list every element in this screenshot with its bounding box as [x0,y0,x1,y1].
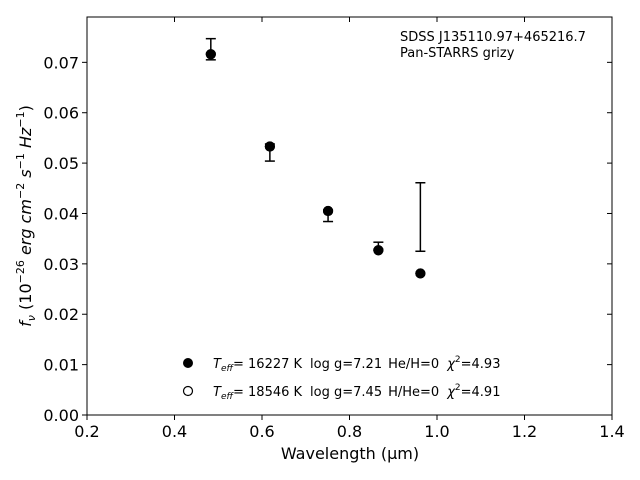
annotation-line-1: SDSS J135110.97+465216.7 [400,30,586,45]
y-tick-label: 0.07 [43,53,79,72]
model-point-open [322,205,334,217]
y-tick-label: 0.02 [43,305,79,324]
model-point-open [373,245,384,256]
y-tick-label: 0.06 [43,104,79,123]
x-tick-label: 0.2 [74,422,99,441]
legend-marker-filled [183,358,193,368]
y-axis-title: fν (10−26 erg cm−2 s−1 Hz−1) [14,105,38,327]
legend-marker-open [182,385,194,397]
x-tick-label: 1.2 [512,422,537,441]
y-tick-label: 0.04 [43,204,79,223]
x-tick-label: 1.0 [424,422,449,441]
model-markers [205,49,426,279]
y-tick-label: 0.03 [43,255,79,274]
model-point-open [264,141,275,152]
y-tick-label: 0.05 [43,154,79,173]
y-tick-label: 0.00 [43,406,79,425]
y-tick-label: 0.01 [43,356,79,375]
x-axis-ticks: 0.2 0.4 0.6 0.8 1.0 1.2 1.4 [74,17,625,441]
y-axis-ticks: 0.00 0.01 0.02 0.03 0.04 0.05 0.06 0.07 [43,53,612,425]
x-tick-label: 1.4 [599,422,624,441]
model-point-open [205,49,216,60]
annotation-line-2: Pan-STARRS grizy [400,46,515,61]
x-tick-label: 0.6 [249,422,274,441]
model-point-open [415,268,426,279]
x-tick-label: 0.8 [337,422,362,441]
plot-area [86,16,613,416]
x-tick-label: 0.4 [162,422,187,441]
x-axis-title: Wavelength (μm) [281,444,419,463]
